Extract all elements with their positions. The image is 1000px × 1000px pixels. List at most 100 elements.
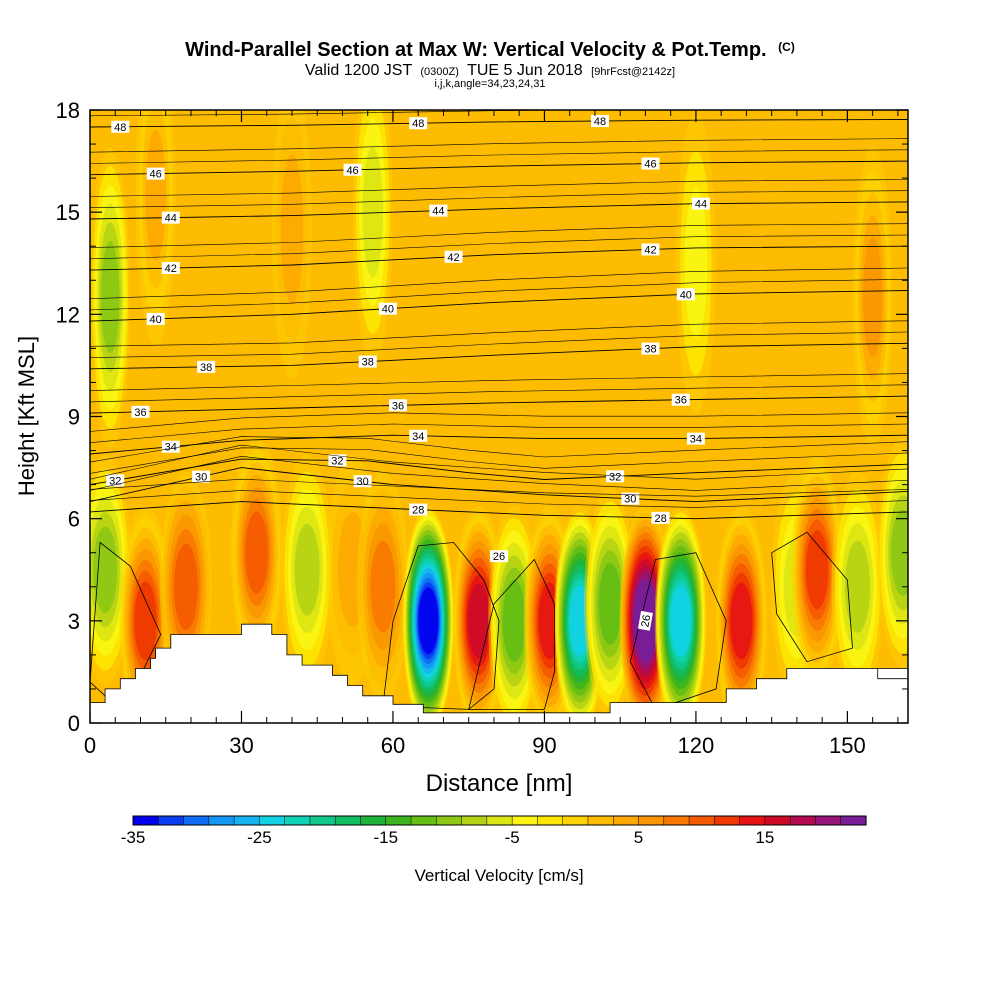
velocity-shade [93, 526, 118, 613]
theta-contour-minor [90, 384, 908, 403]
theta-contour-minor [90, 412, 908, 432]
colorbar-tick-label: 5 [634, 828, 643, 847]
contour-label-text: 46 [150, 169, 162, 181]
x-tick-label: 60 [381, 733, 405, 758]
velocity-shade [174, 543, 198, 630]
theta-contour-26 [382, 542, 500, 710]
contour-label-bg [651, 511, 670, 524]
velocity-shade [569, 585, 591, 657]
colorbar-swatch [739, 815, 766, 826]
contour-label-bg [409, 503, 428, 516]
colorbar-swatch [587, 815, 614, 826]
x-tick-label: 0 [84, 733, 96, 758]
contour-label-text: 32 [609, 471, 621, 483]
velocity-cell [402, 505, 455, 723]
contour-label: 34 [161, 440, 180, 454]
contour-label-bg [641, 342, 660, 355]
colorbar-swatch [259, 815, 286, 826]
velocity-cell [356, 471, 409, 702]
velocity-cell [675, 113, 716, 414]
theta-contour-minor [90, 331, 908, 358]
contour-label-text: 48 [594, 116, 606, 128]
contour-label-bg [429, 204, 448, 217]
contour-label-bg [676, 288, 695, 301]
theta-contour-line [90, 501, 908, 520]
contour-label-bg [111, 120, 130, 133]
contour-label-bg [161, 262, 180, 275]
velocity-shade [805, 530, 829, 610]
velocity-cell [791, 454, 844, 685]
x-tick-label: 150 [829, 733, 866, 758]
colorbar-swatch [461, 815, 488, 826]
valid-time-label: Valid 1200 JST [305, 62, 413, 79]
velocity-shade [684, 188, 708, 339]
x-axis-title: Distance [nm] [426, 770, 573, 797]
contour-label-text: 36 [675, 395, 687, 407]
colorbar-swatch [436, 815, 463, 826]
velocity-cell [281, 454, 334, 685]
contour-label-bg [343, 163, 362, 176]
plot-area: 48 48 48 46 46 46 44 44 44 42 42 42 40 40 40 38 38 38 36 36… [90, 110, 908, 723]
theta-contour-minor [90, 478, 908, 497]
contour-label-text: 44 [432, 206, 444, 218]
x-tick-label: 30 [229, 733, 253, 758]
contour-label-text: 34 [165, 442, 177, 454]
velocity-shade [538, 582, 561, 660]
velocity-shade [245, 511, 269, 594]
theta-contour-minor [90, 436, 908, 463]
velocity-cell [230, 437, 283, 668]
contour-label-bg [161, 440, 180, 453]
contour-label-text: 40 [150, 314, 162, 326]
contour-label-text: 38 [644, 344, 656, 356]
colorbar-tick-label: -5 [505, 828, 520, 847]
contour-label-bg [409, 429, 428, 442]
colorbar-swatch [233, 815, 260, 826]
velocity-cell [654, 505, 707, 723]
velocity-shade [418, 587, 439, 655]
contour-label: 42 [161, 262, 180, 275]
x-tick-label: 120 [678, 733, 715, 758]
colorbar-tick-label: 15 [755, 828, 774, 847]
contour-label-bg [641, 243, 660, 256]
contour-label-text: 30 [357, 476, 369, 488]
velocity-shade [891, 509, 908, 596]
colorbar-swatch [612, 815, 640, 826]
velocity-shade [845, 540, 871, 633]
contour-label: 26 [490, 550, 508, 563]
theta-contour-minor [90, 447, 908, 474]
colorbar-tick-label: -25 [247, 828, 272, 847]
contour-label-text: 32 [331, 455, 343, 467]
contour-label: 30 [353, 475, 372, 488]
y-tick-label: 15 [56, 200, 80, 225]
contour-label-text: 48 [412, 118, 424, 130]
contour-label: 44 [429, 204, 448, 218]
theta-contour-26 [771, 531, 853, 663]
colorbar-swatch [208, 815, 235, 826]
velocity-shade [280, 154, 304, 305]
contour-label-text: 36 [134, 407, 146, 419]
contour-label-text: 32 [109, 475, 121, 487]
contour-label: 28 [409, 503, 428, 517]
velocity-shade [598, 562, 622, 645]
velocity-cell [831, 471, 884, 702]
velocity-shade [863, 237, 883, 358]
contour-label: 48 [590, 115, 609, 128]
contour-label: 38 [358, 355, 377, 369]
contour-label-bg [490, 550, 508, 563]
x-tick-label: 90 [532, 733, 556, 758]
contour-label: 38 [641, 342, 660, 356]
contour-label-bg [637, 610, 653, 631]
colorbar-swatch [562, 815, 589, 826]
contour-label: 34 [686, 432, 705, 446]
chart-title-mark: (C) [778, 40, 795, 54]
contour-label-text: 38 [200, 362, 212, 374]
contour-label-text: 28 [412, 505, 424, 517]
velocity-field [90, 110, 908, 723]
colorbar-swatch [638, 815, 665, 826]
theta-contour-minor [90, 179, 908, 197]
contour-label-bg [686, 432, 705, 445]
y-tick-label: 12 [56, 302, 80, 327]
contour-label: 46 [343, 163, 362, 177]
contour-label-bg [197, 360, 216, 373]
